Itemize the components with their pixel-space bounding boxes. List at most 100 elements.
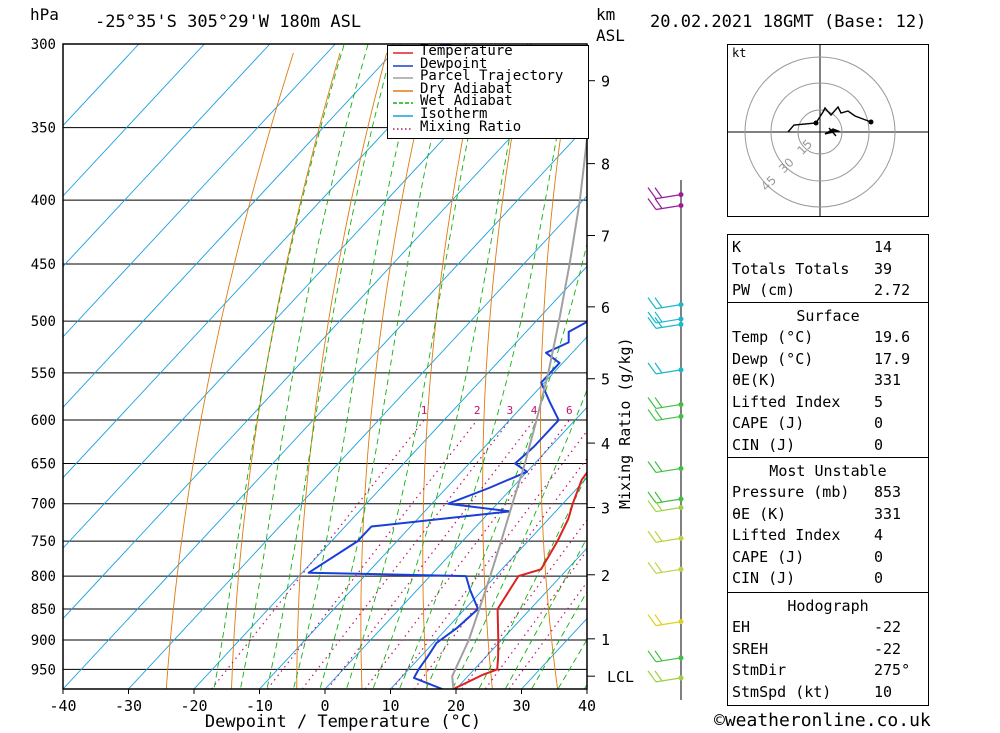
wind-barb-flag [647,187,657,199]
hodograph-ring [770,82,870,182]
index-key: SREH [732,639,769,658]
wet-adiabat-line [451,388,587,689]
index-row: CIN (J) 0 [732,569,924,590]
mixing-ratio-label: 3 [507,404,514,417]
hodograph-ring [744,56,896,208]
legend-label: Mixing Ratio [420,118,522,135]
km-axis-label: km [596,5,616,24]
wind-barb-flag [654,530,663,542]
x-tick-label: 20 [447,697,465,715]
legend-swatch [393,89,413,92]
wind-barb-dot [678,619,684,625]
wind-barb-flag [654,500,663,511]
wind-barb-flag [647,530,657,543]
wind-barb-dot [678,302,684,308]
dry-adiabat-line [360,52,434,689]
index-value: 2.72 [874,281,911,300]
dry-adiabat-line [540,52,574,689]
isotherm-line [324,406,587,689]
hodograph-ring-label: 15 [794,137,815,158]
wind-barb-flag [654,409,663,420]
index-key: CAPE (J) [732,547,805,566]
wet-adiabat-line [319,44,454,689]
mixing-ratio-line [327,419,535,689]
surface-title: Surface [796,307,860,325]
pressure-tick-label: 500 [31,314,56,330]
pressure-tick-label: 400 [31,193,56,209]
pressure-tick-label: 900 [31,633,56,649]
legend-item: Mixing Ratio [392,118,584,135]
wind-barb-dot [678,496,684,502]
index-key: Pressure (mb) [732,483,850,501]
wind-barb-dot [678,192,684,198]
wind-barb-flag [654,561,663,573]
storm-motion-arrow [824,127,841,137]
wind-barb-flag [647,650,657,663]
index-key: θE (K) [732,504,787,523]
wind-barb [655,498,682,504]
wet-adiabat-line [213,44,345,689]
index-key: CIN (J) [732,569,796,588]
index-row: Dewp (°C) 17.9 [732,350,924,371]
dry-adiabat-line [482,52,528,689]
wet-adiabat-line [372,44,529,689]
legend-item: Isotherm [392,106,584,122]
wind-barb-flag [654,317,663,328]
wind-barb-flag [654,397,663,408]
isotherm-line [390,477,587,689]
index-value: 0 [874,569,884,588]
index-row: Temp (°C) 19.6 [732,328,924,349]
legend-swatch [393,115,413,117]
credit-link[interactable]: ©weatheronline.co.uk [714,710,931,731]
index-row: K 14 [732,238,924,259]
hodograph-panel: kt 15 30 45 [727,44,929,217]
index-value: 4 [874,526,884,545]
isotherm-line [455,547,587,689]
wind-barb [655,304,682,310]
pressure-tick-label: 550 [31,366,56,382]
legend: Temperature Dewpoint Parcel Trajectory Dry … [387,44,589,139]
wind-barb-dot [678,321,684,327]
lcl-label: LCL [607,668,634,686]
wind-barb-flag [654,650,663,662]
index-row: CIN (J) 0 [732,436,924,457]
x-tick-label: -30 [115,697,142,715]
mixing-ratio-line [508,581,587,689]
wind-barb [655,204,682,211]
km-tick-label: 9 [601,73,610,91]
datetime-title: 20.02.2021 18GMT (Base: 12) [650,12,927,32]
pressure-tick-label: 650 [31,456,56,472]
wind-barb [655,537,682,543]
wet-adiabat-line [239,44,369,689]
wind-barb-flag [654,198,663,209]
wind-barb-dot [678,505,684,511]
pressure-tick-label: 700 [31,497,56,513]
legend-item: Temperature [392,44,584,59]
wind-barb-flag [647,491,657,504]
asl-axis-label: ASL [596,26,625,45]
legend-label: Dry Adiabat [420,80,513,97]
legend-label: Isotherm [420,106,488,122]
wind-barb [655,323,682,329]
isotherm-line [63,44,402,408]
legend-item: Dry Adiabat [392,80,584,97]
wind-barb-dot [678,675,684,681]
index-row: CAPE (J) 0 [732,414,924,435]
dry-adiabat-line [422,52,481,689]
wet-adiabat-line [425,241,587,689]
index-key: Totals Totals [732,259,850,278]
index-value: 17.9 [874,349,911,368]
legend-label: Parcel Trajectory [420,68,564,85]
index-row: PW (cm) 2.72 [732,281,924,302]
wind-barb [655,403,682,410]
wind-barb [655,568,682,574]
index-row: θE(K) 331 [732,371,924,392]
dry-adiabat-line [946,53,1000,689]
index-key: Dewp (°C) [732,349,814,368]
wind-barb-flag [647,317,657,329]
most-unstable-table: Most Unstable Pressure (mb) 853 θE (K) 331 L… [727,457,929,594]
wind-barb-flag [647,397,657,409]
wind-barb [655,318,682,324]
mixing-ratio-line [364,419,570,689]
